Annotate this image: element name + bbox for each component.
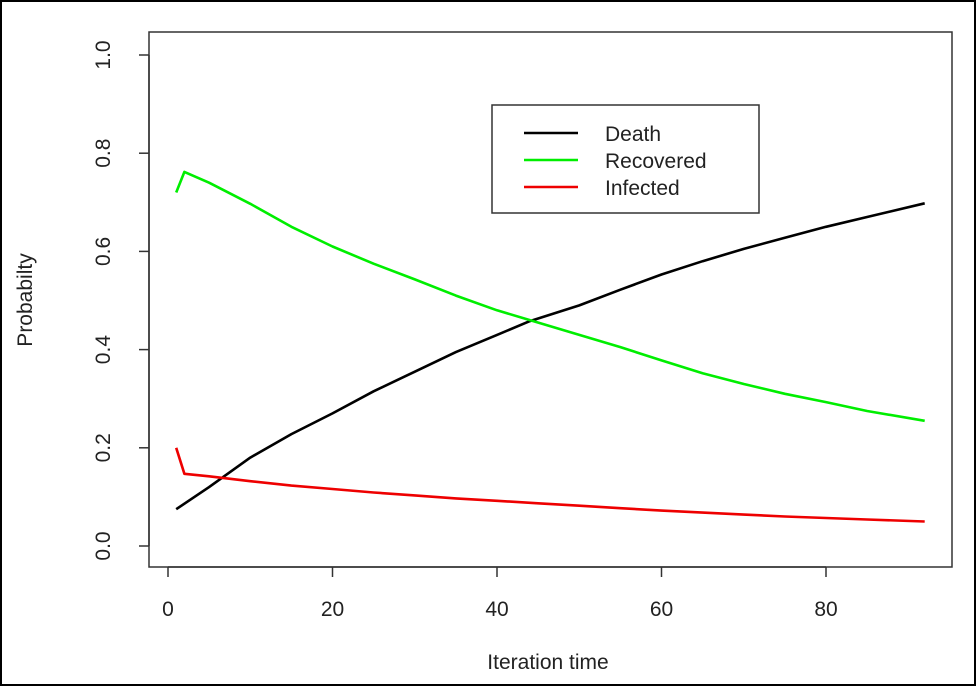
legend-label-death: Death	[605, 123, 661, 146]
y-tick-label: 0.8	[92, 139, 115, 168]
x-tick-label: 20	[321, 598, 344, 621]
x-axis-label: Iteration time	[487, 651, 608, 674]
y-axis: 0.0 0.2 0.4 0.6 0.8 1.0	[92, 40, 150, 561]
x-axis: 0 20 40 60 80	[162, 566, 838, 621]
y-tick-label: 0.6	[92, 237, 115, 266]
x-tick-label: 60	[650, 598, 673, 621]
legend-label-infected: Infected	[605, 177, 680, 200]
y-tick-label: 0.2	[92, 433, 115, 462]
series-line-infected	[174, 447, 925, 523]
y-axis-label: Probabilty	[14, 253, 37, 347]
y-tick-label: 0.4	[92, 335, 115, 365]
x-tick-label: 0	[162, 598, 174, 621]
y-tick-label: 0.0	[92, 531, 115, 560]
legend: Death Recovered Infected	[491, 104, 760, 214]
series-line-recovered	[174, 170, 925, 423]
x-tick-label: 40	[485, 598, 508, 621]
legend-label-recovered: Recovered	[605, 150, 707, 173]
x-tick-label: 80	[814, 598, 837, 621]
y-tick-label: 1.0	[92, 40, 115, 69]
series-line-death	[175, 202, 926, 511]
series-lines	[174, 170, 926, 523]
